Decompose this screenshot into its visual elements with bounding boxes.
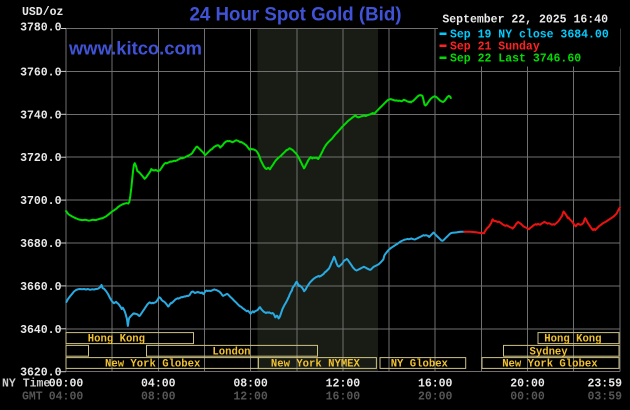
svg-text:Sep 19 NY close 3684.00: Sep 19 NY close 3684.00: [450, 29, 609, 42]
svg-text:3640.0: 3640.0: [20, 324, 62, 337]
svg-text:New York Globex: New York Globex: [502, 359, 598, 371]
svg-text:Sep 22 Last 3746.60: Sep 22 Last 3746.60: [450, 53, 581, 66]
svg-text:Sydney: Sydney: [530, 346, 569, 358]
svg-text:3740.0: 3740.0: [20, 109, 62, 122]
svg-text:3660.0: 3660.0: [20, 281, 62, 294]
svg-text:20:00: 20:00: [510, 378, 545, 391]
svg-text:00:00: 00:00: [49, 378, 84, 391]
svg-text:London: London: [212, 346, 250, 358]
svg-text:Sep 21 Sunday: Sep 21 Sunday: [450, 41, 540, 54]
svg-text:USD/oz: USD/oz: [22, 6, 64, 19]
svg-text:12:00: 12:00: [233, 391, 268, 404]
svg-text:New York NYMEX: New York NYMEX: [271, 359, 361, 371]
svg-text:GMT: GMT: [22, 391, 43, 404]
svg-text:3700.0: 3700.0: [20, 195, 62, 208]
svg-text:3680.0: 3680.0: [20, 238, 62, 251]
svg-text:NY Globex: NY Globex: [391, 359, 449, 371]
svg-text:00:00: 00:00: [510, 391, 545, 404]
svg-text:08:00: 08:00: [141, 391, 176, 404]
svg-text:04:00: 04:00: [49, 391, 84, 404]
svg-text:08:00: 08:00: [233, 378, 268, 391]
svg-text:New York Globex: New York Globex: [105, 359, 201, 371]
svg-text:Hong Kong: Hong Kong: [544, 334, 601, 346]
svg-text:NY Time: NY Time: [2, 378, 50, 391]
svg-text:03:59: 03:59: [587, 391, 622, 404]
svg-text:24 Hour Spot Gold (Bid): 24 Hour Spot Gold (Bid): [190, 5, 402, 26]
svg-text:20:00: 20:00: [418, 391, 453, 404]
svg-text:www.kitco.com: www.kitco.com: [68, 38, 202, 59]
svg-text:04:00: 04:00: [141, 378, 176, 391]
svg-text:16:00: 16:00: [418, 378, 453, 391]
svg-text:September 22, 2025 16:40: September 22, 2025 16:40: [442, 14, 608, 27]
svg-text:12:00: 12:00: [326, 378, 361, 391]
svg-text:16:00: 16:00: [326, 391, 361, 404]
svg-text:3620.0: 3620.0: [20, 367, 62, 380]
svg-text:3780.0: 3780.0: [20, 22, 62, 35]
svg-text:23:59: 23:59: [587, 378, 622, 391]
svg-text:Hong Kong: Hong Kong: [88, 334, 145, 346]
svg-text:3720.0: 3720.0: [20, 152, 62, 165]
svg-text:3760.0: 3760.0: [20, 66, 62, 79]
